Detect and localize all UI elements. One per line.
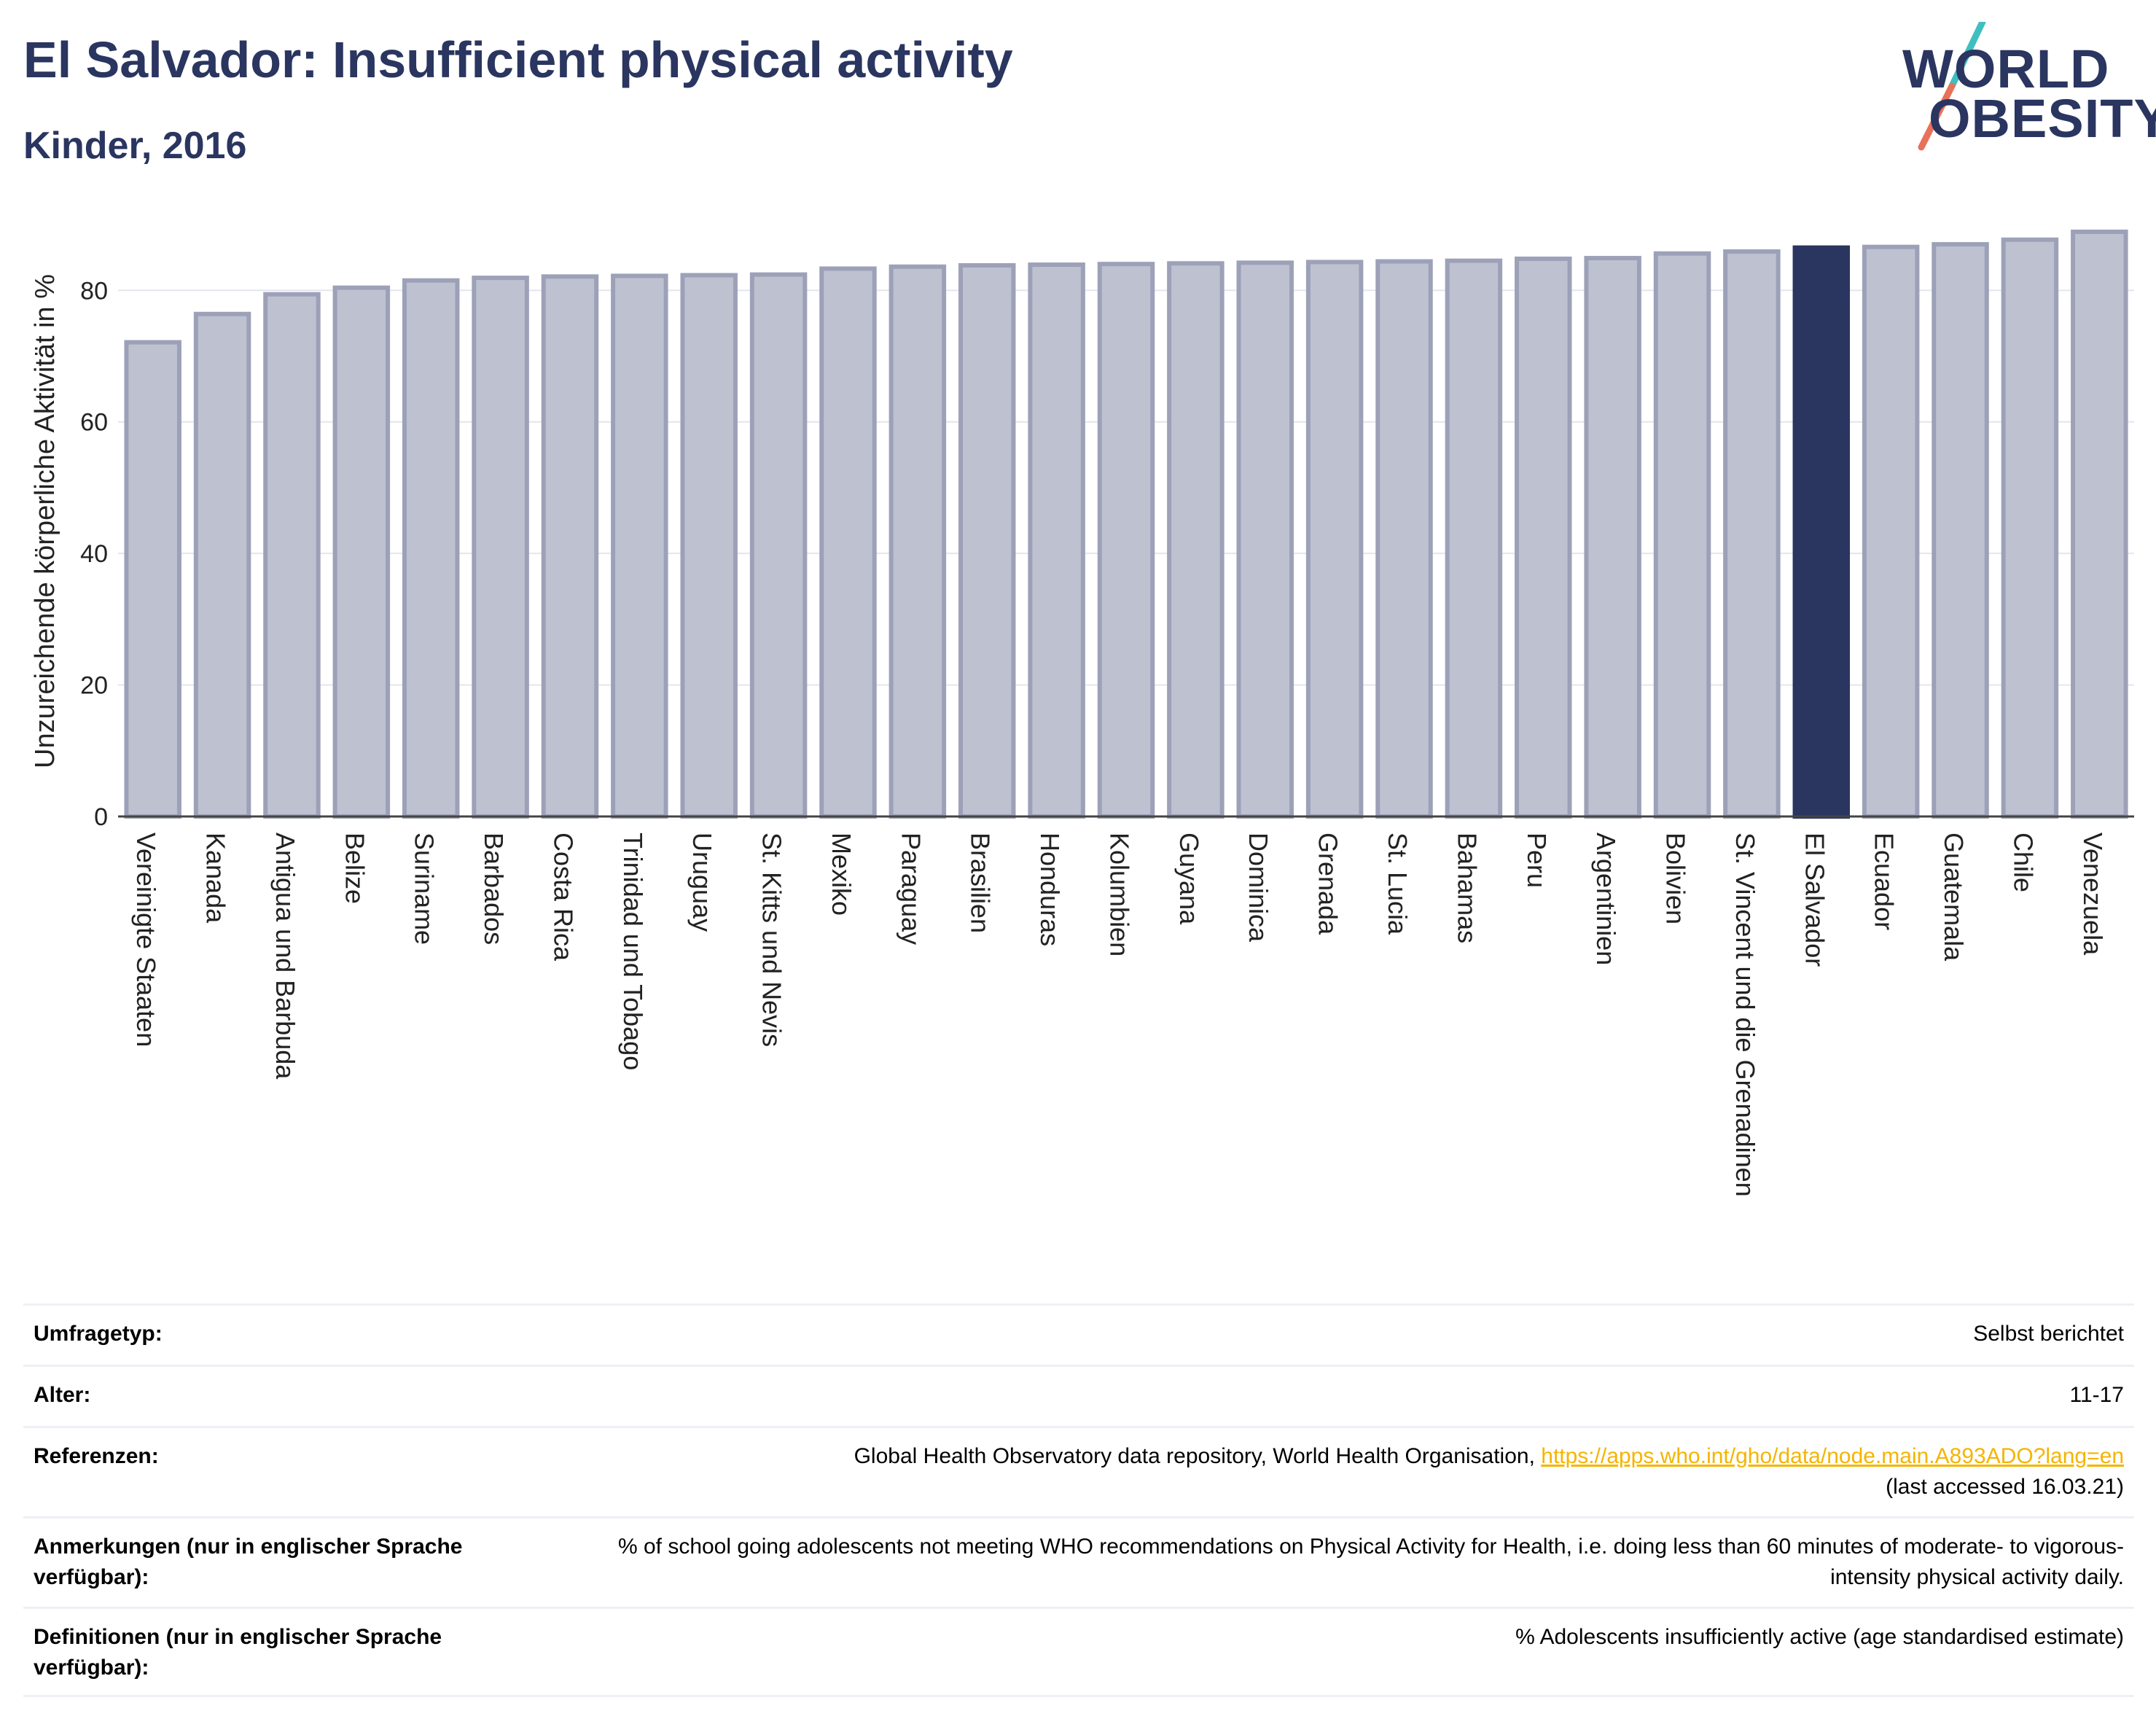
bar-el-salvador[interactable]	[1792, 245, 1851, 819]
bar-barbados[interactable]	[472, 276, 529, 819]
age-value: 11-17	[2069, 1383, 2124, 1407]
x-tick-label: Suriname	[410, 833, 440, 945]
bar-trinidad-und-tobago[interactable]	[611, 273, 668, 819]
bar-brasilien[interactable]	[958, 262, 1016, 819]
bars	[124, 229, 2128, 819]
x-tick-label: Grenada	[1313, 833, 1343, 935]
definitions-value: % Adolescents insufficiently active (age…	[1515, 1625, 2124, 1649]
bar-chart: 0 20 40 60 80 Vereinigte Staaten Kanada Antigu…	[30, 229, 2134, 1197]
references-label: Referenzen:	[34, 1444, 159, 1468]
age-label: Alter:	[34, 1383, 91, 1407]
logo-slash-icon	[1918, 22, 1986, 151]
x-tick-label: Trinidad und Tobago	[618, 833, 648, 1070]
logo-line1: WORLD	[1902, 39, 2110, 99]
x-tick-label: Mexiko	[827, 833, 856, 916]
y-tick-label: 40	[80, 540, 108, 568]
bar-uruguay[interactable]	[680, 273, 738, 819]
bar-chile[interactable]	[2001, 237, 2059, 819]
bar-st-kitts-und-nevis[interactable]	[749, 272, 808, 819]
y-tick-label: 80	[80, 277, 108, 305]
meta-row-references: Referenzen: Global Health Observatory da…	[23, 1426, 2134, 1516]
bar-paraguay[interactable]	[888, 264, 947, 819]
x-tick-labels: Vereinigte Staaten Kanada Antigua und Barb…	[131, 833, 2108, 1197]
x-tick-label: Venezuela	[2078, 833, 2108, 956]
bar-antigua-und-barbuda[interactable]	[263, 292, 321, 819]
bar-grenada[interactable]	[1305, 260, 1364, 819]
x-tick-label: Vereinigte Staaten	[131, 833, 161, 1047]
x-tick-label: Paraguay	[896, 833, 926, 945]
bar-argentinien[interactable]	[1584, 256, 1641, 819]
x-tick-label: Costa Rica	[548, 833, 578, 962]
x-tick-label: Brasilien	[966, 833, 996, 933]
bar-ecuador[interactable]	[1862, 244, 1920, 819]
bar-mexiko[interactable]	[819, 266, 877, 819]
references-link[interactable]: https://apps.who.int/gho/data/node.main.…	[1541, 1444, 2124, 1468]
x-tick-label: El Salvador	[1800, 833, 1829, 967]
survey-value: Selbst berichtet	[1973, 1322, 2124, 1346]
bar-peru[interactable]	[1515, 256, 1572, 819]
notes-value: % of school going adolescents not meetin…	[617, 1535, 2124, 1589]
definitions-label: Definitionen (nur in englischer Sprache …	[34, 1625, 442, 1680]
x-tick-label: Barbados	[479, 833, 509, 945]
bar-belize[interactable]	[332, 285, 391, 819]
x-tick-label: Honduras	[1035, 833, 1065, 946]
x-tick-label: Bolivien	[1661, 833, 1691, 924]
meta-row-age: Alter: 11-17	[23, 1365, 2134, 1426]
bar-st-vincent-und-die-grenadinen[interactable]	[1723, 249, 1781, 819]
bar-venezuela[interactable]	[2071, 229, 2128, 819]
references-accessed: (last accessed 16.03.21)	[1886, 1475, 2124, 1499]
page-subtitle: Kinder, 2016	[23, 125, 247, 167]
x-tick-label: Bahamas	[1452, 833, 1482, 943]
x-tick-label: Belize	[340, 833, 370, 904]
bar-bolivien[interactable]	[1653, 251, 1711, 819]
x-tick-label: St. Lucia	[1383, 833, 1413, 935]
meta-row-notes: Anmerkungen (nur in englischer Sprache v…	[23, 1516, 2134, 1607]
x-tick-label: Peru	[1522, 833, 1552, 888]
x-tick-label: Antigua und Barbuda	[270, 833, 300, 1080]
x-tick-label: Kanada	[201, 833, 231, 924]
x-tick-label: Chile	[2008, 833, 2038, 892]
page-title: El Salvador: Insufficient physical activ…	[23, 31, 1013, 88]
world-obesity-logo[interactable]: WORLD OBESITY	[1902, 22, 2156, 153]
y-axis-label: Unzureichende körperliche Aktivität in %	[30, 274, 60, 768]
meta-row-survey: Umfragetyp: Selbst berichtet	[23, 1303, 2134, 1365]
y-tick-label: 60	[80, 409, 108, 437]
x-tick-label: Ecuador	[1870, 833, 1899, 930]
bar-honduras[interactable]	[1028, 262, 1085, 819]
survey-label: Umfragetyp:	[34, 1322, 163, 1346]
x-tick-label: Kolumbien	[1104, 833, 1134, 956]
references-text: Global Health Observatory data repositor…	[854, 1444, 1542, 1468]
y-tick-label: 20	[80, 672, 108, 700]
bar-dominica[interactable]	[1236, 260, 1294, 819]
bar-st-lucia[interactable]	[1375, 259, 1433, 819]
x-tick-label: Guatemala	[1939, 833, 1969, 962]
bar-guyana[interactable]	[1167, 261, 1225, 819]
x-tick-label: St. Kitts und Nevis	[757, 833, 787, 1047]
x-tick-label: St. Vincent und die Grenadinen	[1730, 833, 1760, 1197]
bar-kolumbien[interactable]	[1097, 262, 1155, 819]
logo-line2: OBESITY	[1929, 88, 2156, 149]
metadata-table: Umfragetyp: Selbst berichtet Alter: 11-1…	[23, 1303, 2134, 1697]
y-tick-label: 0	[94, 803, 108, 831]
y-tick-labels: 0 20 40 60 80	[80, 277, 108, 831]
references-value: Global Health Observatory data repositor…	[558, 1441, 2134, 1502]
x-tick-label: Uruguay	[687, 833, 717, 932]
x-tick-label: Dominica	[1243, 833, 1273, 943]
notes-label: Anmerkungen (nur in englischer Sprache v…	[34, 1535, 463, 1589]
bar-guatemala[interactable]	[1932, 242, 1989, 819]
bar-bahamas[interactable]	[1445, 258, 1503, 819]
x-tick-label: Guyana	[1174, 833, 1204, 925]
bar-suriname[interactable]	[402, 278, 460, 819]
bar-kanada[interactable]	[193, 311, 251, 819]
x-tick-label: Argentinien	[1591, 833, 1621, 965]
bar-costa-rica[interactable]	[541, 274, 599, 819]
meta-row-definitions: Definitionen (nur in englischer Sprache …	[23, 1607, 2134, 1697]
bar-vereinigte-staaten[interactable]	[124, 340, 181, 819]
